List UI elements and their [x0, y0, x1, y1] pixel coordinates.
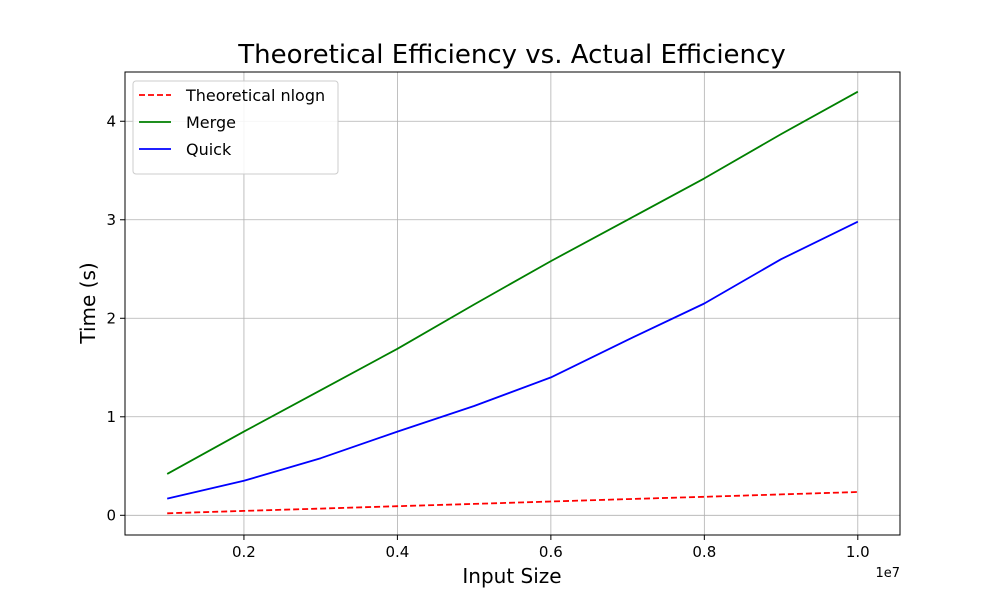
y-tick-label: 1 [106, 408, 116, 426]
legend-label: Merge [186, 113, 236, 132]
x-tick-label: 1.0 [846, 543, 870, 561]
chart-title: Theoretical Efficiency vs. Actual Effici… [237, 40, 785, 70]
axis-ticks: 0.2 0.4 0.6 0.8 1.0 0 1 2 3 4 [106, 112, 869, 561]
y-tick-label: 3 [106, 211, 116, 229]
legend-box [132, 80, 339, 175]
x-axis-offset-label: 1e7 [875, 566, 900, 581]
y-axis-label: Time (s) [76, 262, 100, 344]
y-tick-label: 2 [106, 309, 116, 327]
y-tick-label: 4 [106, 112, 116, 130]
grid [125, 72, 900, 535]
series-line-1 [166, 90, 859, 475]
x-tick-label: 0.2 [232, 543, 256, 561]
x-axis-label: Input Size [462, 564, 561, 588]
legend-label: Quick [186, 140, 232, 159]
series-lines [166, 90, 859, 515]
legend: Theoretical nlogn Merge Quick [132, 80, 339, 175]
series-line-0 [167, 491, 858, 515]
legend-label: Theoretical nlogn [185, 86, 325, 105]
x-tick-label: 0.6 [539, 543, 563, 561]
x-tick-label: 0.4 [385, 543, 409, 561]
x-tick-label: 0.8 [692, 543, 716, 561]
y-tick-label: 0 [106, 506, 116, 524]
series-line-2 [166, 220, 859, 500]
plot-area-frame [124, 71, 901, 536]
